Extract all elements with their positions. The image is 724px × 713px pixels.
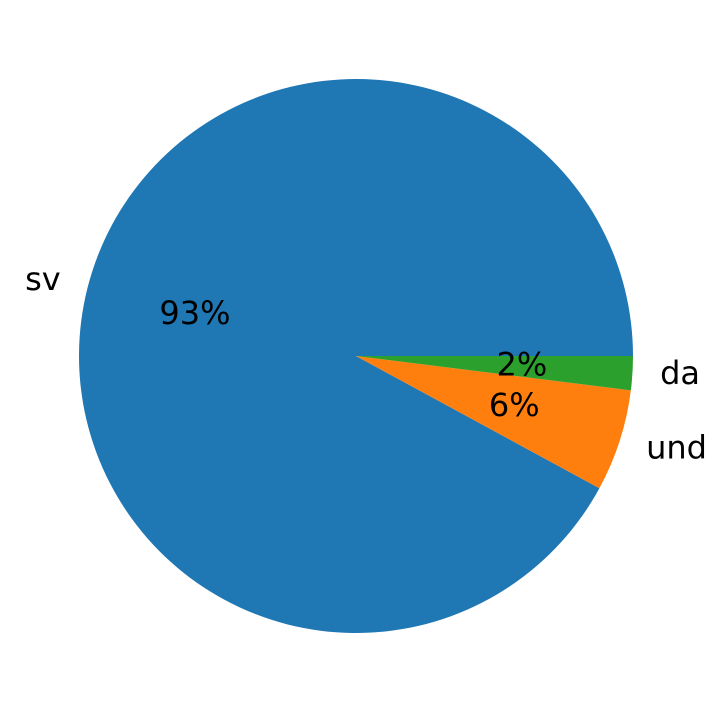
pie-slice xyxy=(78,79,633,634)
slice-label: da xyxy=(660,354,700,392)
percent-label: 93% xyxy=(159,294,230,332)
pie-slice xyxy=(356,356,633,391)
percent-label: 2% xyxy=(496,345,547,383)
slice-label: sv xyxy=(25,260,61,298)
percent-label: 6% xyxy=(489,386,540,424)
slice-label: und xyxy=(646,428,707,466)
pie-slice xyxy=(356,356,631,489)
